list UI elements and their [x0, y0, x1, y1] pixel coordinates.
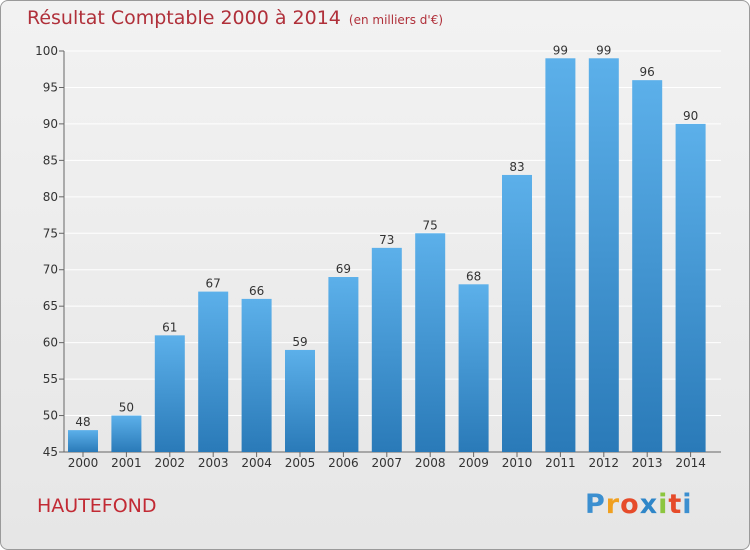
x-tick-label: 2009 — [458, 456, 489, 470]
bar — [154, 335, 185, 452]
place-name: HAUTEFOND — [37, 495, 157, 517]
data-label: 99 — [553, 43, 568, 57]
x-tick-label: 2000 — [68, 456, 99, 470]
x-tick-label: 2012 — [589, 456, 620, 470]
y-tick-label: 55 — [43, 372, 58, 386]
chart-title: Résultat Comptable 2000 à 2014 — [27, 7, 341, 29]
x-tick-label: 2007 — [372, 456, 403, 470]
data-label: 75 — [423, 218, 438, 232]
logo-letter: o — [620, 489, 640, 520]
x-tick-label: 2013 — [632, 456, 663, 470]
data-label: 73 — [379, 233, 394, 247]
data-label: 68 — [466, 269, 481, 283]
y-tick-label: 65 — [43, 299, 58, 313]
x-tick-label: 2004 — [241, 456, 272, 470]
bar — [588, 58, 619, 453]
data-label: 83 — [509, 160, 524, 174]
data-label: 69 — [336, 262, 351, 276]
data-label: 50 — [119, 401, 134, 415]
data-label: 67 — [206, 277, 221, 291]
x-tick-label: 2011 — [545, 456, 576, 470]
logo-letter: x — [639, 489, 659, 520]
data-label: 96 — [640, 65, 655, 79]
y-tick-label: 75 — [43, 226, 58, 240]
data-label: 90 — [683, 109, 698, 123]
data-label: 99 — [596, 43, 611, 57]
bar — [502, 174, 532, 453]
y-tick-label: 85 — [43, 153, 58, 167]
chart-unit: (en milliers d'€) — [348, 13, 444, 27]
x-tick-label: 2005 — [285, 456, 316, 470]
bar — [675, 123, 706, 452]
y-tick-label: 100 — [35, 44, 58, 58]
bar — [241, 298, 272, 452]
bar — [415, 233, 446, 452]
x-tick-label: 2010 — [502, 456, 533, 470]
logo-letter: i — [658, 489, 669, 520]
bar — [545, 58, 576, 453]
bar — [328, 277, 359, 452]
data-label: 61 — [162, 320, 177, 334]
logo-letter: P — [585, 489, 606, 520]
chart-title-block: Résultat Comptable 2000 à 2014 (en millie… — [27, 7, 443, 29]
x-tick-label: 2003 — [198, 456, 229, 470]
bar — [285, 349, 315, 452]
y-tick-label: 90 — [43, 117, 58, 131]
x-tick-label: 2006 — [328, 456, 359, 470]
data-label: 59 — [292, 335, 307, 349]
x-tick-label: 2008 — [415, 456, 446, 470]
proxiti-logo: Proxiti — [585, 489, 693, 520]
bar — [458, 284, 489, 452]
y-tick-label: 50 — [43, 409, 58, 423]
data-label: 66 — [249, 284, 264, 298]
x-tick-label: 2002 — [155, 456, 186, 470]
y-tick-label: 80 — [43, 190, 58, 204]
y-tick-label: 60 — [43, 336, 58, 350]
x-tick-label: 2001 — [111, 456, 142, 470]
logo-letter: i — [682, 489, 693, 520]
y-tick-label: 70 — [43, 263, 58, 277]
data-label: 48 — [75, 415, 90, 429]
y-tick-label: 45 — [43, 445, 58, 459]
bar — [198, 291, 229, 452]
x-tick-label: 2014 — [675, 456, 706, 470]
bar — [68, 430, 98, 452]
bar — [632, 80, 663, 452]
logo-letter: r — [605, 489, 621, 520]
bar — [371, 247, 402, 452]
y-tick-label: 95 — [43, 80, 58, 94]
bar — [111, 415, 142, 452]
logo-letter: t — [668, 489, 683, 520]
